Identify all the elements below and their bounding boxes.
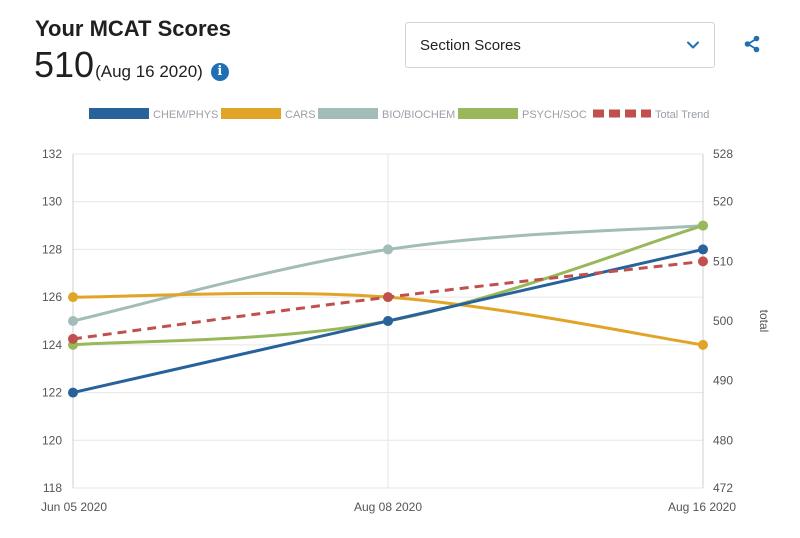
x-tick-label: Aug 16 2020 <box>668 500 736 514</box>
legend-label-psych-soc: PSYCH/SOC <box>522 109 587 121</box>
dropdown-selected: Section Scores <box>420 36 521 54</box>
data-point-bio-biochem <box>383 244 393 255</box>
data-point-chem-phys <box>68 387 78 398</box>
y-left-tick-label: 128 <box>42 242 62 256</box>
chevron-down-icon <box>687 41 699 49</box>
score-value: 510 <box>34 44 95 85</box>
y-right-axis-label: total <box>757 310 771 333</box>
legend-swatch-total-trend <box>593 108 651 119</box>
x-tick-label: Jun 05 2020 <box>41 500 107 514</box>
data-point-total-trend <box>698 256 708 267</box>
y-left-tick-label: 126 <box>42 290 62 304</box>
legend-label-total-trend: Total Trend <box>655 109 709 121</box>
legend-swatch-cars <box>221 108 281 119</box>
y-left-tick-label: 122 <box>42 386 62 400</box>
y-right-tick-label: 528 <box>713 147 733 161</box>
data-point-cars <box>698 339 708 350</box>
legend-swatch-chem-phys <box>89 108 149 119</box>
score-date: (Aug 16 2020) <box>95 62 203 81</box>
legend-label-cars: CARS <box>285 109 316 121</box>
legend-label-chem-phys: CHEM/PHYS <box>153 109 218 121</box>
y-right-tick-label: 500 <box>713 314 733 328</box>
info-icon[interactable]: i <box>210 63 229 81</box>
x-tick-label: Aug 08 2020 <box>354 500 422 514</box>
page-title: Your MCAT Scores <box>35 16 231 41</box>
data-point-psych-soc <box>698 220 708 231</box>
legend-swatch-psych-soc <box>458 108 518 119</box>
data-point-chem-phys <box>698 244 708 255</box>
y-right-tick-label: 490 <box>713 374 733 388</box>
data-point-chem-phys <box>383 316 393 326</box>
current-score: 510 (Aug 16 2020) i <box>34 44 229 86</box>
y-right-tick-label: 480 <box>713 433 733 447</box>
section-scores-dropdown[interactable]: Section Scores <box>405 22 715 68</box>
y-right-tick-label: 520 <box>713 195 733 209</box>
y-right-tick-label: 472 <box>713 481 733 495</box>
y-left-tick-label: 118 <box>43 481 62 495</box>
data-point-total-trend <box>383 292 393 303</box>
legend-label-bio-biochem: BIO/BIOCHEM <box>382 109 455 121</box>
y-left-tick-label: 124 <box>42 338 62 352</box>
y-left-tick-label: 130 <box>42 195 62 209</box>
share-icon[interactable] <box>743 35 761 53</box>
y-right-tick-label: 510 <box>713 254 733 268</box>
data-point-cars <box>68 292 78 303</box>
legend-swatch-bio-biochem <box>318 108 378 119</box>
data-point-bio-biochem <box>68 316 78 326</box>
data-point-total-trend <box>68 333 78 344</box>
y-left-tick-label: 132 <box>42 147 62 161</box>
y-left-tick-label: 120 <box>42 433 62 447</box>
